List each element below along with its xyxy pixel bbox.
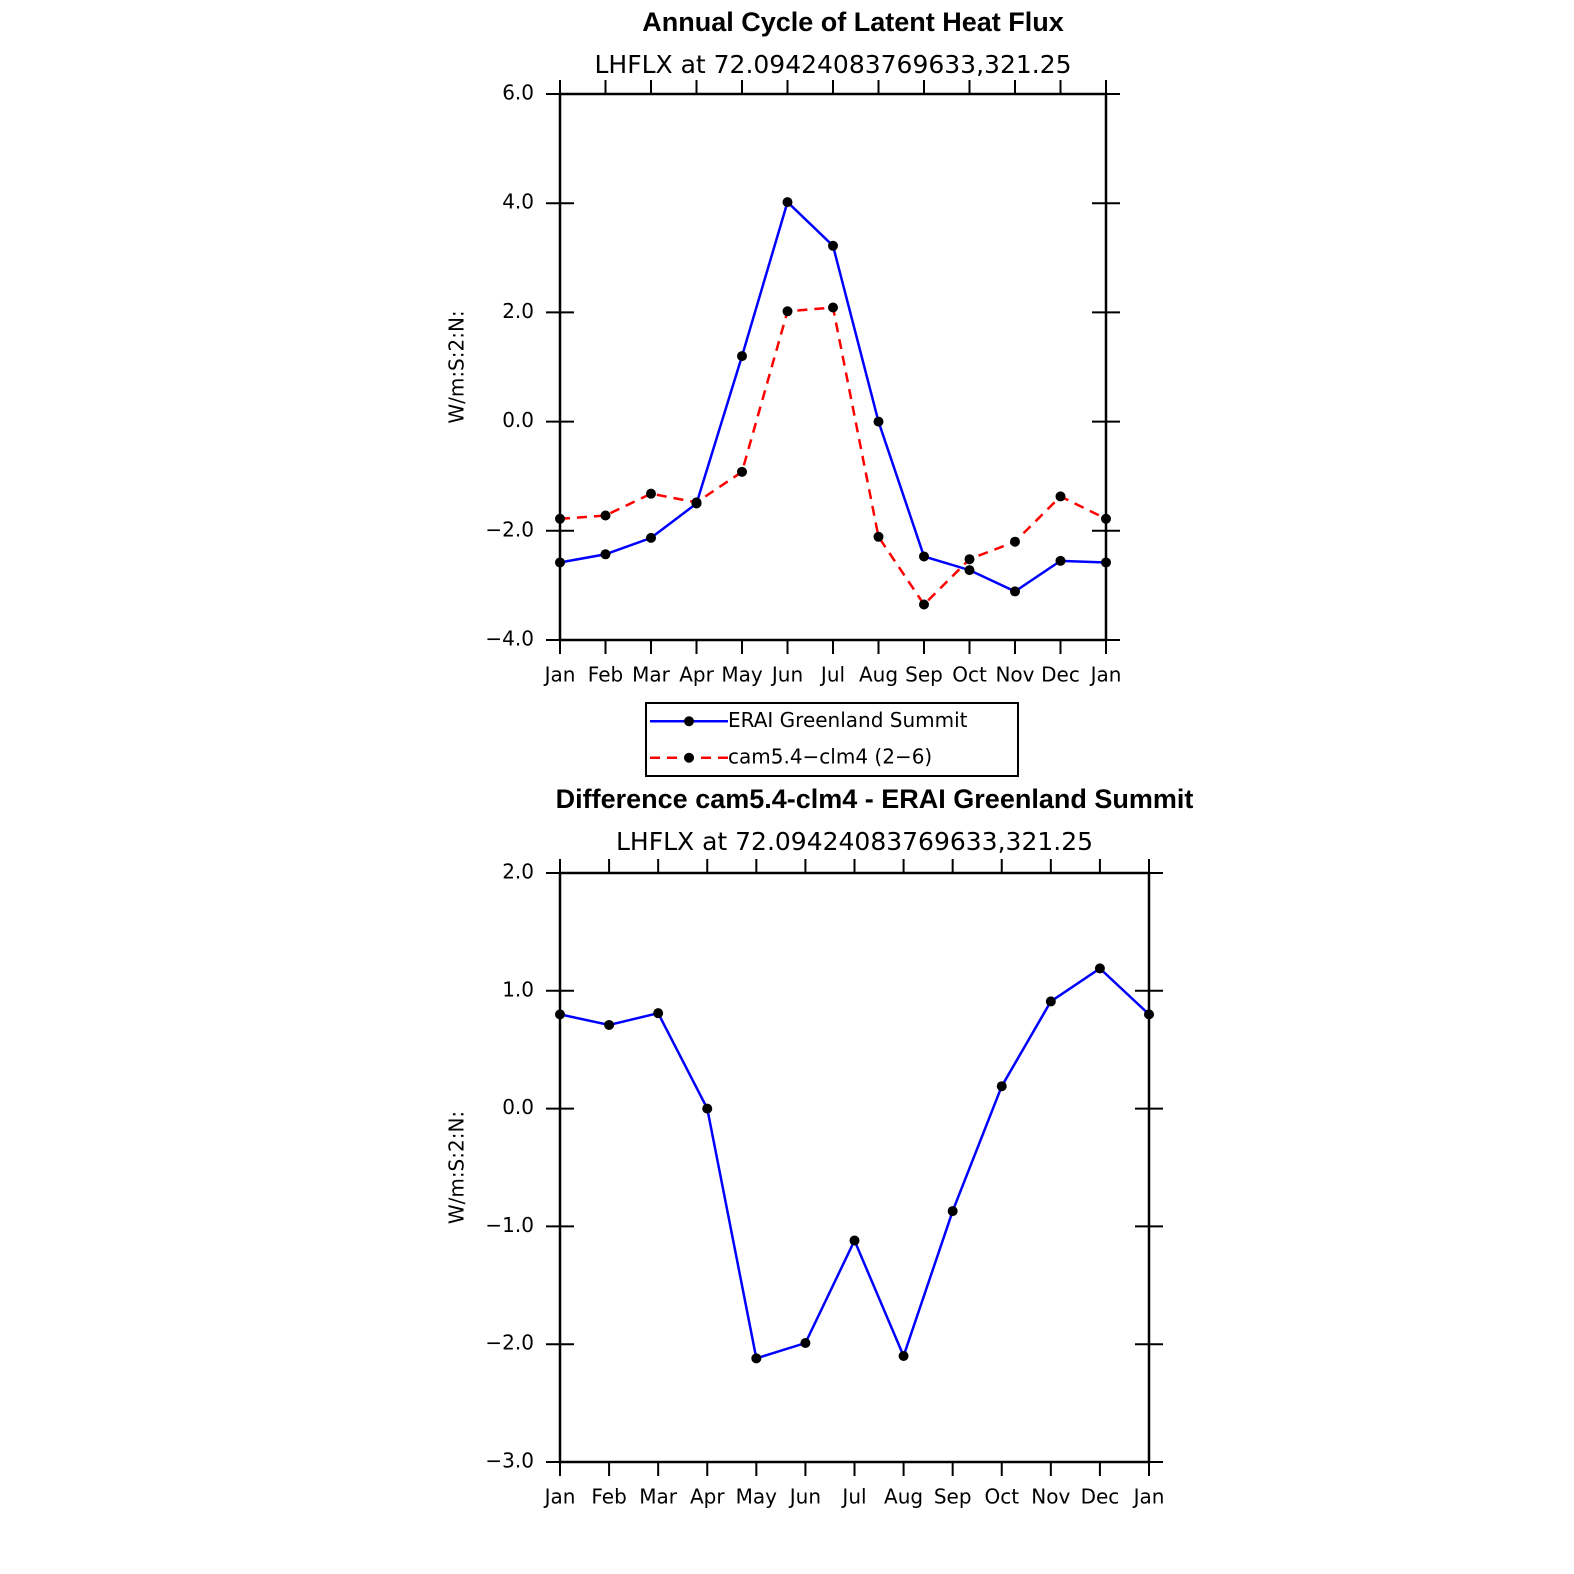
data-point: [1055, 491, 1066, 502]
chart-subtitle: LHFLX at 72.09424083769633,321.25: [594, 50, 1071, 79]
x-tick-label: Jan: [1089, 663, 1122, 687]
data-point: [898, 1350, 909, 1361]
x-tick-label: Apr: [679, 663, 714, 687]
plot-frame: [558, 92, 1108, 642]
x-tick-label: Jan: [543, 663, 576, 687]
x-tick-label: Mar: [639, 1485, 678, 1509]
x-tick-label: Jul: [840, 1485, 866, 1509]
y-tick-label: 6.0: [502, 81, 534, 105]
x-tick-label: Oct: [952, 663, 987, 687]
data-point: [1045, 996, 1056, 1007]
y-tick-label: −1.0: [485, 1213, 534, 1237]
data-point: [1101, 557, 1111, 568]
data-point: [873, 531, 884, 542]
x-tick-label: Feb: [588, 663, 623, 687]
data-point: [600, 510, 611, 521]
chart-title: Difference cam5.4-clm4 - ERAI Greenland …: [556, 784, 1194, 814]
x-tick-label: Aug: [884, 1485, 923, 1509]
data-point: [919, 599, 929, 610]
data-point: [873, 416, 884, 427]
data-point: [947, 1206, 958, 1217]
legend-box: [645, 702, 1019, 777]
y-tick-label: 2.0: [502, 860, 534, 884]
data-point: [919, 551, 929, 562]
series-line: [559, 966, 1150, 1360]
data-point: [1144, 1009, 1154, 1020]
data-point: [646, 532, 656, 543]
y-tick-label: 4.0: [502, 190, 534, 214]
data-point: [782, 306, 793, 317]
x-tick-label: Jan: [543, 1485, 576, 1509]
x-tick-label: May: [721, 663, 763, 687]
data-point: [646, 488, 656, 499]
data-point: [702, 1103, 713, 1114]
data-point: [964, 554, 975, 565]
data-point: [691, 497, 702, 508]
data-point: [996, 1081, 1007, 1092]
y-tick-label: −2.0: [485, 517, 534, 541]
data-point: [964, 565, 975, 576]
legend-marker: [684, 716, 694, 727]
x-tick-label: Aug: [859, 663, 898, 687]
data-point: [555, 1009, 565, 1020]
data-point: [849, 1235, 860, 1246]
x-tick-label: Sep: [934, 1485, 972, 1509]
x-tick-label: Dec: [1081, 1485, 1120, 1509]
x-tick-label: Nov: [995, 663, 1034, 687]
data-point: [653, 1008, 664, 1019]
y-tick-label: 0.0: [502, 408, 534, 432]
chart-subtitle: LHFLX at 72.09424083769633,321.25: [616, 827, 1093, 856]
data-point: [600, 549, 611, 560]
x-tick-label: Mar: [632, 663, 671, 687]
data-point: [1094, 963, 1105, 974]
x-tick-label: Nov: [1031, 1485, 1070, 1509]
x-tick-label: Apr: [690, 1485, 725, 1509]
data-point: [800, 1338, 811, 1349]
data-point: [555, 557, 565, 568]
data-point: [828, 240, 838, 251]
x-tick-label: Dec: [1041, 663, 1080, 687]
y-axis-label: W/m:S:2:N:: [445, 310, 469, 423]
data-point: [737, 351, 747, 362]
data-point: [737, 466, 747, 477]
plot-frame: [558, 871, 1151, 1464]
y-tick-label: 1.0: [502, 977, 534, 1001]
x-tick-label: Feb: [591, 1485, 626, 1509]
y-axis-label: W/m:S:2:N:: [445, 1111, 469, 1224]
x-tick-label: May: [736, 1485, 778, 1509]
data-point: [1010, 586, 1020, 597]
data-point: [751, 1353, 762, 1364]
data-point: [1010, 536, 1020, 547]
y-tick-label: −3.0: [485, 1449, 534, 1473]
chart-title: Annual Cycle of Latent Heat Flux: [642, 7, 1064, 37]
x-tick-label: Jun: [770, 663, 803, 687]
y-tick-label: 0.0: [502, 1095, 534, 1119]
y-tick-label: −2.0: [485, 1331, 534, 1355]
data-point: [1101, 513, 1111, 524]
x-tick-label: Jul: [819, 663, 845, 687]
y-tick-label: −4.0: [485, 627, 534, 651]
data-point: [828, 302, 838, 313]
y-tick-label: 2.0: [502, 299, 534, 323]
legend-marker: [684, 752, 694, 763]
data-point: [1055, 555, 1066, 566]
x-tick-label: Jun: [788, 1485, 821, 1509]
data-point: [782, 197, 793, 208]
legend-label: ERAI Greenland Summit: [728, 708, 968, 732]
x-tick-label: Jan: [1132, 1485, 1165, 1509]
legend-label: cam5.4−clm4 (2−6): [728, 744, 932, 768]
data-point: [604, 1019, 615, 1030]
data-point: [555, 513, 565, 524]
series-line: [559, 306, 1107, 607]
x-tick-label: Sep: [905, 663, 943, 687]
x-tick-label: Oct: [984, 1485, 1019, 1509]
